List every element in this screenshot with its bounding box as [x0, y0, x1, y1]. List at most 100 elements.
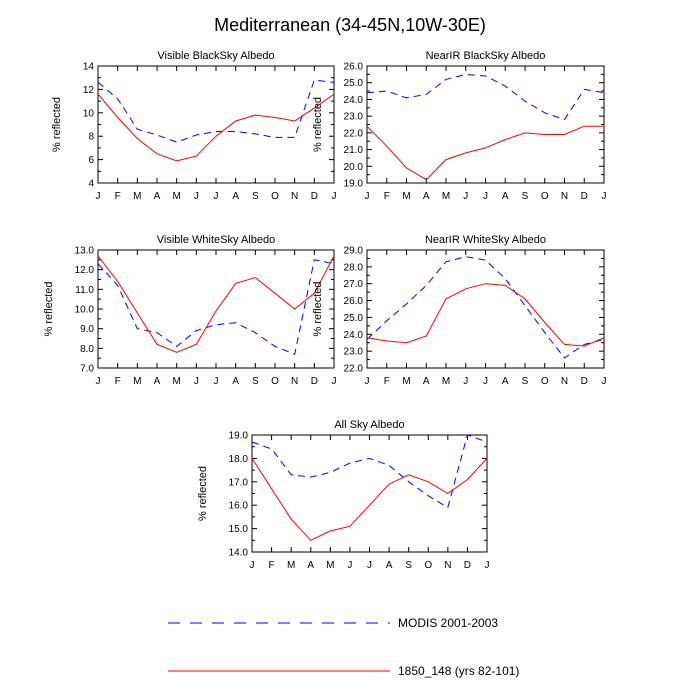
y-tick-label: 23.0 — [344, 347, 364, 358]
x-tick-label: S — [522, 376, 529, 387]
y-tick-label: 19.0 — [229, 431, 249, 442]
y-tick-label: 25.0 — [344, 313, 364, 324]
x-tick-label: D — [464, 560, 471, 571]
y-tick-label: 22.0 — [344, 364, 364, 375]
x-tick-label: N — [291, 191, 298, 202]
x-tick-label: D — [311, 376, 318, 387]
x-tick-label: D — [311, 191, 318, 202]
x-tick-label: J — [347, 560, 352, 571]
x-tick-label: A — [502, 376, 509, 387]
x-tick-label: J — [214, 376, 219, 387]
y-tick-label: 14 — [83, 62, 95, 73]
y-tick-label: 25.0 — [344, 78, 364, 89]
x-tick-label: M — [287, 560, 295, 571]
x-tick-label: S — [252, 376, 259, 387]
x-tick-label: M — [172, 376, 180, 387]
plot-frame — [97, 65, 335, 184]
y-tick-label: 24.0 — [344, 330, 364, 341]
x-tick-label: J — [602, 191, 607, 202]
plot-frame — [366, 249, 605, 369]
y-axis-label: % reflected — [197, 466, 209, 521]
panels: Visible BlackSky Albedo % reflected 4 6 8 10 1… — [43, 50, 607, 571]
x-tick-label: O — [541, 191, 549, 202]
y-tick-label: 6 — [88, 155, 94, 166]
x-tick-label: J — [214, 191, 219, 202]
y-axis-label: % reflected — [43, 281, 55, 336]
series-line-model — [251, 458, 488, 541]
y-axis-label: % reflected — [312, 97, 324, 152]
x-tick-label: J — [332, 191, 337, 202]
x-tick-label: N — [291, 376, 298, 387]
x-tick-label: A — [154, 191, 161, 202]
panel-all-sky: All Sky Albedo % reflected 14.0 15.0 16.0 17.… — [197, 419, 490, 571]
x-tick-label: J — [485, 560, 490, 571]
legend-label-modis: MODIS 2001-2003 — [398, 616, 498, 630]
x-tick-label: O — [271, 191, 279, 202]
y-tick-label: 22.0 — [344, 128, 364, 139]
y-tick-label: 4 — [88, 179, 94, 190]
series-line-modis — [97, 79, 335, 143]
y-axis-label: % reflected — [51, 97, 63, 152]
x-tick-label: D — [581, 191, 588, 202]
panel-title: NearIR BlackSky Albedo — [426, 50, 546, 62]
series-line-modis — [97, 259, 335, 355]
y-tick-label: 8.0 — [80, 344, 94, 355]
x-tick-label: J — [96, 191, 101, 202]
panel-title: Visible BlackSky Albedo — [157, 50, 274, 62]
x-tick-label: A — [307, 560, 314, 571]
x-tick-label: O — [541, 376, 549, 387]
x-tick-label: M — [172, 191, 180, 202]
x-tick-label: M — [402, 191, 410, 202]
y-tick-label: 14.0 — [229, 548, 249, 559]
panel-nearir-whitesky: NearIR WhiteSky Albedo % reflected 22.0 23.… — [312, 234, 607, 387]
x-tick-label: A — [423, 376, 430, 387]
x-tick-label: F — [384, 376, 390, 387]
series-line-modis — [366, 73, 605, 121]
legend-label-model: 1850_148 (yrs 82-101) — [398, 664, 519, 678]
y-tick-label: 11.0 — [75, 285, 94, 296]
x-tick-label: F — [115, 191, 121, 202]
x-tick-label: O — [271, 376, 279, 387]
y-tick-label: 9.0 — [80, 324, 94, 335]
plot-frame — [366, 65, 605, 184]
panel-title: All Sky Albedo — [334, 419, 404, 431]
x-tick-label: N — [561, 376, 568, 387]
panel-title: NearIR WhiteSky Albedo — [425, 234, 546, 246]
x-tick-label: O — [424, 560, 432, 571]
panel-visible-blacksky: Visible BlackSky Albedo % reflected 4 6 8 10 1… — [51, 50, 337, 202]
x-tick-label: J — [463, 376, 468, 387]
x-tick-label: J — [332, 376, 337, 387]
x-tick-label: J — [483, 191, 488, 202]
x-tick-label: F — [115, 376, 121, 387]
x-tick-label: D — [581, 376, 588, 387]
series-line-model — [97, 93, 335, 162]
figure-title: Mediterranean (34-45N,10W-30E) — [214, 15, 486, 35]
x-tick-label: M — [442, 376, 450, 387]
y-tick-label: 12.0 — [75, 265, 95, 276]
x-tick-label: A — [154, 376, 161, 387]
y-tick-label: 17.0 — [229, 477, 249, 488]
x-tick-label: S — [252, 191, 259, 202]
y-tick-label: 26.0 — [344, 296, 364, 307]
y-tick-label: 18.0 — [229, 454, 249, 465]
x-tick-label: M — [326, 560, 334, 571]
x-tick-label: M — [133, 191, 141, 202]
x-tick-label: J — [602, 376, 607, 387]
y-tick-label: 7.0 — [80, 364, 94, 375]
y-tick-label: 26.0 — [344, 62, 364, 73]
x-tick-label: J — [367, 560, 372, 571]
series-line-model — [366, 125, 604, 181]
x-tick-label: J — [96, 376, 101, 387]
x-tick-label: J — [194, 376, 199, 387]
y-tick-label: 12 — [83, 85, 95, 96]
y-tick-label: 23.0 — [344, 112, 364, 123]
series-line-modis — [366, 256, 605, 359]
x-tick-label: F — [269, 560, 275, 571]
x-tick-label: N — [561, 191, 568, 202]
x-tick-label: M — [442, 191, 450, 202]
x-tick-label: N — [444, 560, 451, 571]
x-tick-label: J — [365, 376, 370, 387]
x-tick-label: A — [502, 191, 509, 202]
x-tick-label: S — [405, 560, 412, 571]
